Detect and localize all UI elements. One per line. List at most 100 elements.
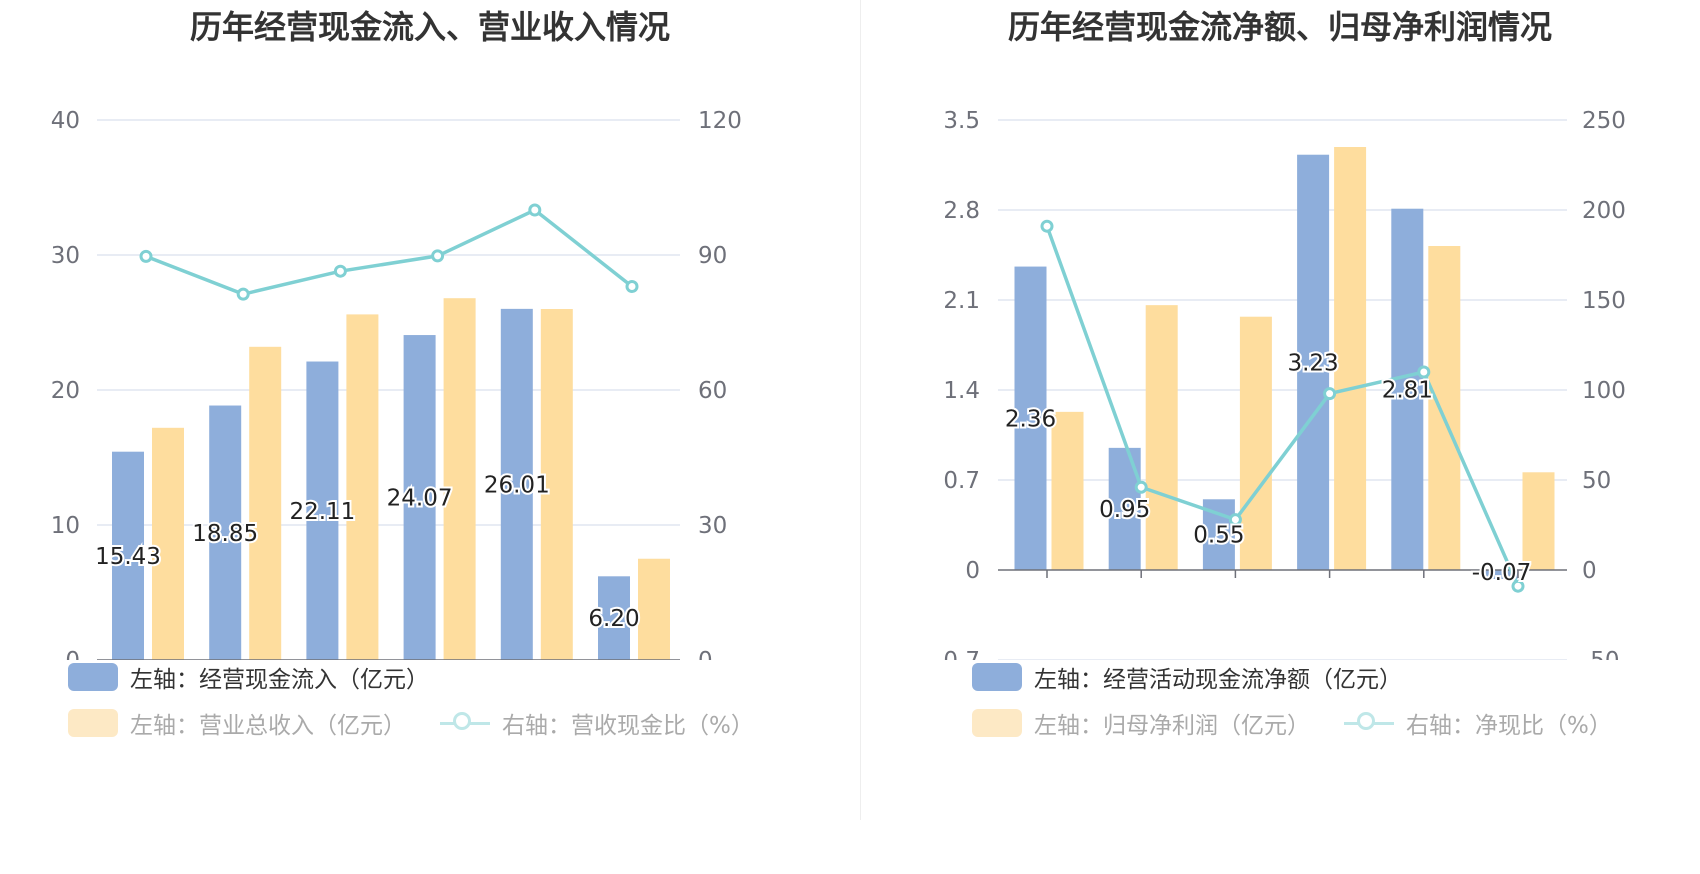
- bar-value-label: 0.95: [1099, 497, 1150, 523]
- bar-primary: [1014, 266, 1047, 570]
- y-right-tick-label: -50: [1582, 648, 1620, 660]
- legend-swatch: [1344, 709, 1394, 737]
- legend-row: 左轴：经营活动现金流净额（亿元）: [972, 660, 1436, 694]
- y-left-tick-label: 3.5: [943, 108, 980, 134]
- legend-swatch: [68, 709, 118, 737]
- legend-item[interactable]: 左轴：归母净利润（亿元）: [972, 706, 1310, 740]
- legend-row: 左轴：归母净利润（亿元） 右轴：净现比（%）: [972, 706, 1646, 740]
- y-right-tick-label: 60: [698, 378, 727, 404]
- bar-value-label: 2.36: [1005, 406, 1056, 432]
- bar-primary: [598, 576, 630, 660]
- legend-label: 左轴：营业总收入（亿元）: [130, 713, 406, 739]
- y-left-tick-label: 40: [51, 108, 80, 134]
- y-right-tick-label: 0: [698, 648, 713, 660]
- bar-secondary: [1334, 147, 1367, 570]
- netcash-profit-chart-panel: 历年经营现金流净额、归母净利润情况 -0.7 0 0.7 1.4 2.1 2.8 3.5 -5…: [860, 0, 1700, 874]
- y-left-tick-label: 2.1: [943, 288, 980, 314]
- bar-primary: [112, 451, 144, 660]
- legend-row: 左轴：经营现金流入（亿元）: [68, 660, 463, 694]
- bar-secondary: [540, 309, 573, 660]
- legend-label: 左轴：经营现金流入（亿元）: [130, 667, 429, 693]
- y-left-tick-label: 1.4: [943, 378, 980, 404]
- bar-value-label: 0.55: [1193, 523, 1244, 549]
- y-left-tick-label: 2.8: [943, 198, 980, 224]
- legend-row: 左轴：营业总收入（亿元） 右轴：营收现金比（%）: [68, 706, 788, 740]
- y-right-tick-label: 50: [1582, 468, 1611, 494]
- y-right-tick-label: 120: [698, 108, 742, 134]
- ratio-point: [1134, 480, 1148, 494]
- y-right-tick-label: 30: [698, 513, 727, 539]
- ratio-point: [139, 249, 153, 263]
- bar-value-label: 26.01: [484, 472, 550, 498]
- bar-secondary: [638, 558, 670, 660]
- bar-secondary: [1145, 305, 1178, 570]
- y-left-tick-label: 20: [51, 378, 80, 404]
- bar-value-label: 15.43: [95, 544, 161, 570]
- bar-value-label: 22.11: [289, 499, 355, 525]
- bar-secondary: [1522, 472, 1555, 570]
- bar-value-label: 24.07: [387, 486, 453, 512]
- bar-primary: [1297, 154, 1330, 570]
- ratio-line: [145, 207, 634, 296]
- chart-title: 历年经营现金流入、营业收入情况: [189, 8, 670, 46]
- legend-swatch: [972, 709, 1022, 737]
- y-left-tick-label: 0.7: [943, 468, 980, 494]
- chart-title: 历年经营现金流净额、归母净利润情况: [1007, 8, 1552, 46]
- y-right-tick-label: 0: [1582, 558, 1597, 584]
- legend-label: 右轴：净现比（%）: [1406, 713, 1612, 739]
- ratio-point: [236, 287, 250, 301]
- legend-swatch: [68, 663, 118, 691]
- bar-secondary: [443, 298, 476, 660]
- ratio-point: [528, 203, 542, 217]
- ratio-point: [1228, 513, 1242, 527]
- bar-secondary: [1428, 246, 1461, 570]
- legend-label: 右轴：营收现金比（%）: [502, 713, 754, 739]
- legend-label: 左轴：归母净利润（亿元）: [1034, 713, 1310, 739]
- y-left-tick-label: 30: [51, 243, 80, 269]
- legend-item[interactable]: 左轴：经营活动现金流净额（亿元）: [972, 660, 1402, 694]
- cashflow-revenue-chart: 0102030400306090120201920202021202220232…: [51, 108, 742, 660]
- ratio-point: [1040, 219, 1054, 233]
- bar-primary: [403, 335, 436, 660]
- legend-item[interactable]: 右轴：净现比（%）: [1344, 706, 1612, 740]
- cashflow-revenue-chart-panel: 历年经营现金流入、营业收入情况 010203040030609012020192…: [51, 8, 788, 740]
- bar-primary: [306, 361, 339, 660]
- ratio-line: [1045, 225, 1520, 587]
- ratio-point: [1323, 387, 1337, 401]
- y-right-tick-label: 250: [1582, 108, 1626, 134]
- netcash-profit-chart: -0.700.71.42.12.83.5-5005010015020025020…: [935, 108, 1626, 660]
- panel-divider: [860, 0, 861, 820]
- y-right-tick-label: 100: [1582, 378, 1626, 404]
- ratio-point: [1511, 579, 1525, 593]
- bar-value-label: 6.20: [588, 606, 639, 632]
- bar-primary: [500, 308, 533, 660]
- legend-swatch: [972, 663, 1022, 691]
- bar-secondary: [1051, 411, 1084, 570]
- y-left-tick-label: 10: [51, 513, 80, 539]
- bar-secondary: [1239, 316, 1272, 570]
- ratio-point: [431, 249, 445, 263]
- legend-label: 左轴：经营活动现金流净额（亿元）: [1034, 667, 1402, 693]
- bar-primary: [1485, 570, 1518, 579]
- ratio-point: [333, 264, 347, 278]
- legend-item[interactable]: 左轴：营业总收入（亿元）: [68, 706, 406, 740]
- bar-value-label: 2.81: [1382, 377, 1433, 403]
- bar-primary: [1391, 208, 1424, 570]
- bar-secondary: [152, 427, 184, 660]
- y-left-tick-label: 0: [965, 558, 980, 584]
- bar-secondary: [249, 346, 282, 660]
- y-right-tick-label: 150: [1582, 288, 1626, 314]
- y-right-tick-label: 90: [698, 243, 727, 269]
- bar-secondary: [346, 314, 379, 660]
- y-left-tick-label: -0.7: [935, 648, 980, 660]
- y-left-tick-label: 0: [65, 648, 80, 660]
- legend-swatch: [440, 709, 490, 737]
- bar-primary: [209, 405, 242, 660]
- bar-value-label: 3.23: [1287, 350, 1338, 376]
- ratio-point: [625, 280, 639, 293]
- bar-value-label: 18.85: [192, 521, 258, 547]
- legend-item[interactable]: 右轴：营收现金比（%）: [440, 706, 754, 740]
- ratio-point: [1417, 365, 1431, 379]
- legend-item[interactable]: 左轴：经营现金流入（亿元）: [68, 660, 429, 694]
- y-right-tick-label: 200: [1582, 198, 1626, 224]
